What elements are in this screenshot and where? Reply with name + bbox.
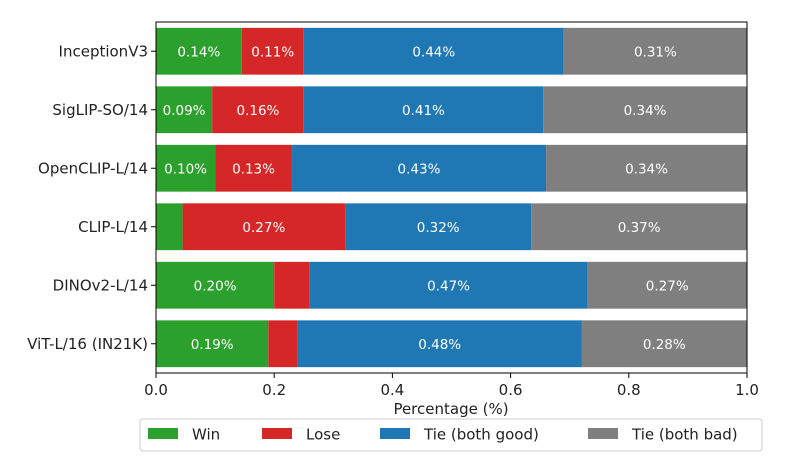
bar-lose-1 — [241, 27, 304, 75]
legend-swatch — [262, 428, 292, 439]
y-tick-label: DINOv2-L/14 — [53, 276, 148, 294]
bar-value-label: 0.34% — [625, 161, 668, 177]
bar-value-label: 0.31% — [634, 44, 677, 60]
x-tick-label: 0.6 — [499, 381, 523, 399]
legend-swatch — [380, 428, 410, 439]
bar-win-4 — [156, 203, 183, 251]
bar-win-6 — [156, 320, 269, 368]
bar-value-label: 0.37% — [618, 220, 661, 236]
x-axis-label: Percentage (%) — [393, 400, 508, 418]
bar-tie-both-bad-6 — [581, 320, 747, 368]
legend-label: Win — [192, 426, 220, 444]
x-axis: 0.0 0.2 0.4 0.6 0.8 1.0 — [144, 373, 759, 399]
bar-value-label: 0.19% — [191, 337, 234, 353]
bar-lose-6 — [268, 320, 298, 368]
bar-tie-both-bad-2 — [543, 86, 747, 134]
legend-box — [139, 418, 763, 452]
bar-win-2 — [156, 86, 213, 134]
bar-value-label: 0.28% — [643, 337, 686, 353]
bar-value-label: 0.27% — [646, 278, 689, 294]
legend-label: Lose — [306, 426, 340, 444]
bar-value-label: 0.11% — [251, 44, 294, 60]
bars-group: 0.14% 0.11% 0.44% 0.31% 0.09% 0.16% 0.41% 0.34%… — [156, 27, 747, 368]
bar-tie-both-good-3 — [291, 144, 547, 192]
x-tick-label: 0.0 — [144, 381, 168, 399]
bar-value-label: 0.48% — [418, 337, 461, 353]
bar-value-label: 0.16% — [237, 103, 280, 119]
bar-lose-3 — [215, 144, 292, 192]
bar-value-label: 0.09% — [163, 103, 206, 119]
bar-win-3 — [156, 144, 216, 192]
bar-win-5 — [156, 261, 275, 309]
bar-tie-both-good-2 — [303, 86, 544, 134]
bar-tie-both-good-1 — [303, 27, 564, 75]
legend-label: Tie (both bad) — [631, 426, 738, 444]
legend-swatch — [148, 428, 178, 439]
bar-value-label: 0.13% — [232, 161, 275, 177]
legend-swatch — [588, 428, 618, 439]
legend-label: Tie (both good) — [423, 426, 539, 444]
bar-tie-both-bad-5 — [587, 261, 747, 309]
bar-value-label: 0.10% — [164, 161, 207, 177]
y-tick-label: SigLIP-SO/14 — [52, 101, 148, 119]
bar-value-label: 0.47% — [427, 278, 470, 294]
bar-lose-5 — [274, 261, 310, 309]
bar-value-label: 0.20% — [194, 278, 237, 294]
bar-lose-4 — [182, 203, 346, 251]
bar-value-label: 0.14% — [177, 44, 220, 60]
x-tick-label: 0.8 — [617, 381, 641, 399]
x-tick-label: 0.2 — [262, 381, 286, 399]
bar-value-label: 0.41% — [402, 103, 445, 119]
y-tick-label: CLIP-L/14 — [78, 218, 148, 236]
bar-value-label: 0.44% — [412, 44, 455, 60]
y-tick-label: InceptionV3 — [59, 42, 148, 60]
y-tick-label: ViT-L/16 (IN21K) — [27, 335, 148, 353]
y-tick-label: OpenCLIP-L/14 — [38, 159, 148, 177]
bar-value-label: 0.34% — [624, 103, 667, 119]
bar-tie-both-good-4 — [345, 203, 532, 251]
x-tick-label: 1.0 — [735, 381, 759, 399]
bar-tie-both-bad-4 — [531, 203, 747, 251]
bar-lose-2 — [212, 86, 304, 134]
plot-frame — [155, 21, 748, 374]
bar-value-label: 0.32% — [417, 220, 460, 236]
bar-value-label: 0.27% — [242, 220, 285, 236]
bar-tie-both-good-5 — [309, 261, 588, 309]
x-tick-label: 0.4 — [380, 381, 404, 399]
bar-tie-both-good-6 — [297, 320, 582, 368]
bar-tie-both-bad-1 — [563, 27, 747, 75]
bar-tie-both-bad-3 — [546, 144, 747, 192]
legend: Win Lose Tie (both good) Tie (both bad) — [139, 418, 763, 452]
y-tick-labels: InceptionV3 SigLIP-SO/14 OpenCLIP-L/14 CLIP… — [27, 42, 156, 353]
bar-win-1 — [156, 27, 242, 75]
bar-value-label: 0.43% — [398, 161, 441, 177]
